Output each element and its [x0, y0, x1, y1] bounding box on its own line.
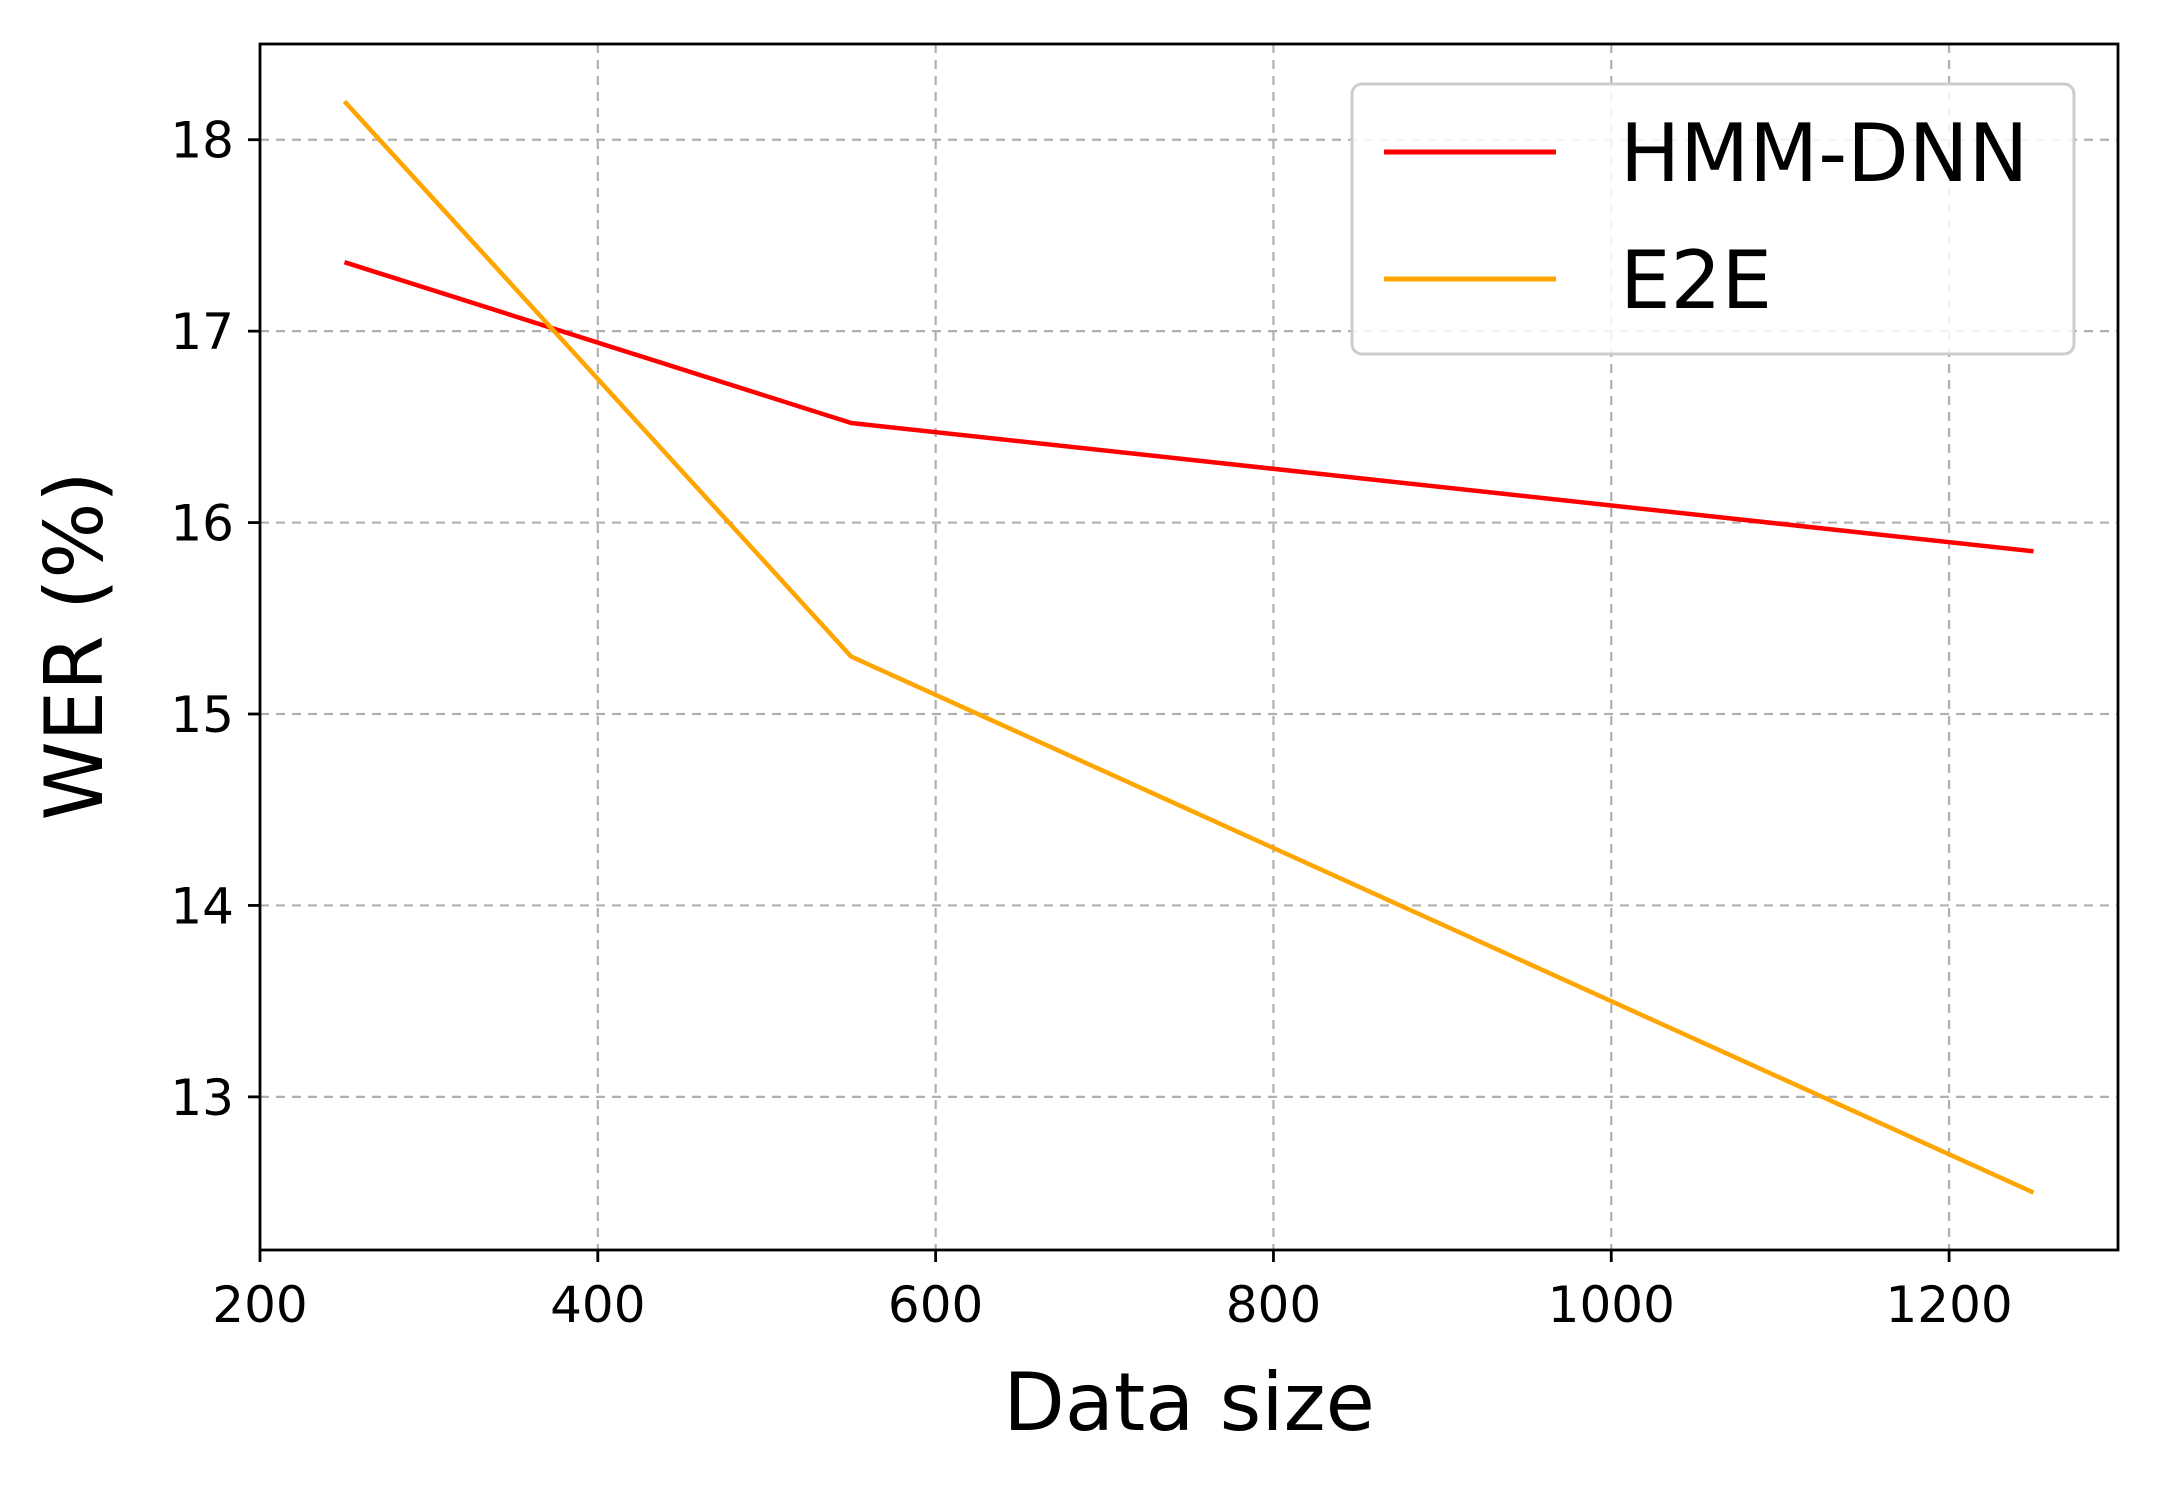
- x-tick-label: 200: [212, 1276, 307, 1334]
- series-line-hmm-dnn: [343, 260, 2034, 554]
- axis-ticks: 200 400 600 800 1000 1200 13 14 15 16 17 18: [170, 112, 2012, 1334]
- series-line-e2e: [342, 99, 2035, 1195]
- y-tick-label: 18: [170, 112, 234, 170]
- y-axis-label: WER (%): [28, 471, 121, 820]
- y-tick-label: 16: [170, 495, 234, 553]
- x-tick-label: 1000: [1548, 1276, 1675, 1334]
- y-tick-label: 13: [170, 1069, 234, 1127]
- legend: HMM-DNN E2E: [1350, 82, 2076, 356]
- legend-label: HMM-DNN: [1620, 107, 2028, 200]
- y-tick-label: 14: [170, 877, 234, 935]
- legend-label: E2E: [1620, 234, 1772, 327]
- y-tick-label: 15: [170, 686, 234, 744]
- y-tick-label: 17: [170, 303, 234, 361]
- x-tick-label: 1200: [1885, 1276, 2012, 1334]
- x-tick-label: 600: [888, 1276, 983, 1334]
- series-lines: [342, 99, 2035, 1195]
- axes-frame: [258, 42, 2120, 1252]
- x-tick-label: 400: [550, 1276, 645, 1334]
- x-axis-label: Data size: [1003, 1356, 1375, 1449]
- x-tick-label: 800: [1226, 1276, 1321, 1334]
